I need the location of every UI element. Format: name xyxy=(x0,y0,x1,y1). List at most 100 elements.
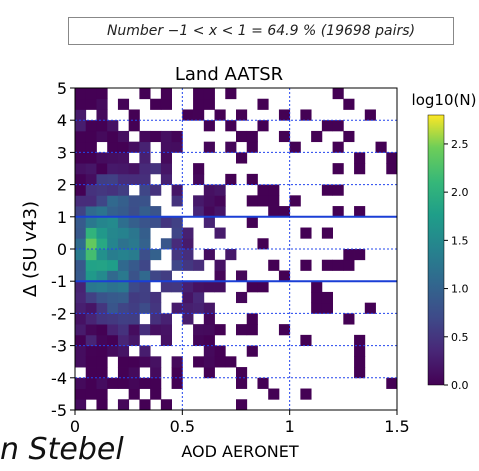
y-axis-ticks: 5 4 3 2 1 0 -1 -2 -3 -4 -5 xyxy=(51,79,75,420)
heatmap-cell xyxy=(85,120,97,132)
heatmap-cell xyxy=(225,173,237,185)
heatmap-cell xyxy=(139,259,151,271)
heatmap-cell xyxy=(139,141,151,153)
heatmap-cell xyxy=(246,281,258,293)
y-tick-label: -1 xyxy=(51,272,67,291)
heatmap-cell xyxy=(139,206,151,218)
heatmap-cell xyxy=(107,324,119,336)
heatmap-cell xyxy=(214,259,226,271)
heatmap-cell xyxy=(139,377,151,389)
heatmap-cell xyxy=(300,259,312,271)
heatmap-cell xyxy=(203,216,215,228)
heatmap-cell xyxy=(268,388,280,400)
heatmap-cell xyxy=(128,216,140,228)
heatmap-cell xyxy=(203,367,215,379)
heatmap-cell xyxy=(107,249,119,261)
heatmap-cell xyxy=(332,259,344,271)
heatmap-cell xyxy=(75,377,87,389)
heatmap-cell xyxy=(117,302,130,314)
heatmap-cell xyxy=(117,206,130,218)
heatmap-cell xyxy=(85,388,97,400)
heatmap-cell xyxy=(160,130,172,143)
heatmap-cell xyxy=(96,281,108,293)
heatmap-cell xyxy=(225,356,237,368)
heatmap-cell xyxy=(128,163,140,175)
heatmap-cell xyxy=(203,141,215,153)
heatmap-cell xyxy=(96,216,108,228)
heatmap-cell xyxy=(214,206,226,218)
heatmap-cell xyxy=(203,195,215,207)
heatmap-cell xyxy=(117,141,130,153)
heatmap-cell xyxy=(257,195,269,207)
heatmap-cell xyxy=(139,356,151,368)
heatmap-cell xyxy=(246,173,258,185)
heatmap-cell xyxy=(128,238,140,250)
heatmap-cell xyxy=(117,152,130,164)
y-axis-label: Δ (SU v43) xyxy=(20,201,41,297)
heatmap-cell xyxy=(171,249,183,261)
heatmap-cell xyxy=(332,163,344,175)
heatmap-cell xyxy=(75,195,87,207)
heatmap-cell xyxy=(117,399,130,411)
x-axis-label: AOD AERONET xyxy=(181,442,299,461)
heatmap-cell xyxy=(128,313,140,325)
heatmap-cell xyxy=(75,227,87,239)
heatmap-cell xyxy=(203,324,215,336)
heatmap-cell xyxy=(193,281,205,293)
heatmap-cell xyxy=(203,356,215,368)
heatmap-cell xyxy=(85,324,97,336)
heatmap-cell xyxy=(236,291,248,304)
heatmap-cell xyxy=(236,367,248,379)
heatmap-cell xyxy=(128,324,140,336)
heatmap-cell xyxy=(214,356,226,368)
x-tick-label: 0 xyxy=(70,417,80,436)
heatmap-cell xyxy=(246,313,258,325)
heatmap-cell xyxy=(160,324,172,336)
heatmap-cell xyxy=(193,259,205,271)
heatmap-cell xyxy=(128,249,140,261)
heatmap-cell xyxy=(321,184,333,196)
heatmap-cell xyxy=(96,377,108,389)
heatmap-cell xyxy=(139,270,151,282)
heatmap-cell xyxy=(139,345,151,357)
heatmap-cell xyxy=(171,184,183,196)
heatmap-cell xyxy=(96,184,108,196)
heatmap-cell xyxy=(128,173,140,185)
heatmap-cell xyxy=(278,109,291,121)
heatmap-cell xyxy=(139,88,151,100)
heatmap-cell xyxy=(364,302,376,314)
heatmap-cell xyxy=(246,216,258,228)
heatmap-cell xyxy=(150,249,162,261)
y-tick-label: 2 xyxy=(57,176,67,195)
heatmap-cell xyxy=(321,291,333,304)
heatmap-cell xyxy=(75,109,87,121)
heatmap-cell xyxy=(332,141,344,153)
heatmap-cell xyxy=(128,206,140,218)
watermark-text: n Stebel xyxy=(0,432,124,467)
heatmap-cell xyxy=(160,216,172,228)
heatmap-cell xyxy=(246,141,258,153)
heatmap-cell xyxy=(96,356,108,368)
heatmap-cell xyxy=(75,184,87,196)
heatmap-cell xyxy=(225,120,237,132)
heatmap-cell xyxy=(203,345,215,357)
colorbar-tick-label: 2.0 xyxy=(451,186,469,199)
heatmap-cell xyxy=(96,367,108,379)
heatmap-cell xyxy=(96,302,108,314)
heatmap-cell xyxy=(117,173,130,185)
heatmap-cell xyxy=(246,345,258,357)
heatmap-cell xyxy=(75,281,87,293)
heatmap-cell xyxy=(75,141,87,153)
heatmap-cell xyxy=(96,152,108,164)
heatmap-cell xyxy=(117,291,130,304)
heatmap-cell xyxy=(193,291,205,304)
heatmap-cell xyxy=(182,259,194,271)
heatmap-cell xyxy=(386,163,398,175)
heatmap-cell xyxy=(139,163,151,175)
heatmap-cell xyxy=(214,195,226,207)
heatmap-cell xyxy=(203,98,215,110)
heatmap-cell xyxy=(311,302,323,314)
heatmap-cell xyxy=(257,184,269,196)
heatmap-cell xyxy=(128,356,140,368)
colorbar-tick-label: 1.0 xyxy=(451,283,469,296)
